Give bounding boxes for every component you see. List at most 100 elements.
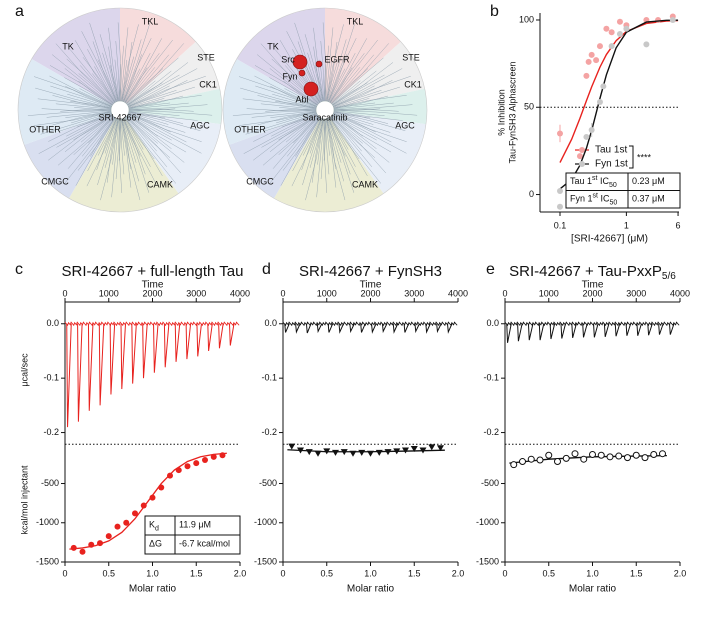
kinome-branch: [35, 87, 121, 111]
kinome-branch: [324, 57, 384, 111]
data-point: [583, 72, 590, 79]
kinome-branch: [257, 109, 326, 126]
text-part: 0.37 μM: [632, 194, 665, 204]
y-tick-label: -0.2: [483, 427, 499, 437]
kinase-hit: [315, 60, 323, 68]
injection-peak: [625, 323, 632, 336]
kinome-branch: [302, 109, 326, 186]
kinome-branch: [37, 98, 121, 111]
kinome-group-label: CK1: [404, 79, 422, 89]
kinome-branch: [119, 109, 177, 184]
kinome-branch: [40, 109, 121, 135]
kinome-branch: [324, 109, 399, 112]
kinome-branch: [275, 49, 326, 111]
kinome-branch: [270, 85, 326, 111]
kinome-branch: [119, 109, 186, 133]
data-point: [402, 447, 409, 454]
kinome-branch: [119, 109, 139, 182]
data-point: [340, 449, 348, 456]
kinase-hit: [298, 69, 306, 77]
text-part: Fyn 1: [570, 194, 593, 204]
kinome-sector: [236, 8, 325, 110]
x-tick-label: 1.0: [364, 568, 377, 578]
text-part: K: [149, 520, 155, 530]
kinome-branch: [52, 54, 121, 111]
legend-marker: [579, 161, 585, 167]
data-point: [519, 458, 526, 466]
data-point: [210, 453, 217, 460]
kinome-branch: [119, 109, 163, 176]
injection-peak: [560, 323, 566, 339]
x-tick-label: 0.1: [554, 220, 567, 230]
injection-peak: [174, 323, 181, 362]
x-tick-label: 3000: [186, 288, 206, 298]
injection-peak: [593, 323, 599, 338]
kinome-branch: [119, 109, 151, 167]
injection-peak: [447, 323, 453, 334]
kinome-branch: [324, 39, 347, 111]
kinome-branch: [238, 109, 326, 126]
text-part: -6.7 kcal/mol: [179, 539, 230, 549]
significance-bracket: [629, 145, 634, 169]
kinome-branch: [324, 104, 413, 111]
kinome-branch: [119, 67, 148, 111]
data-point: [393, 448, 401, 455]
kinome-branch: [275, 101, 326, 111]
text-part: 0.23 μM: [632, 176, 665, 186]
kinome-branch: [324, 109, 387, 174]
legend-label: Fyn 1st: [595, 159, 628, 170]
y-tick-label: -0.1: [483, 373, 499, 383]
x-tick-label: 0: [62, 288, 67, 298]
title-text: SRI-42667 + FynSH3: [299, 263, 442, 280]
data-point: [596, 43, 603, 50]
kinome-center: [315, 100, 335, 120]
kinome-branch: [119, 104, 208, 111]
kinome-branch: [119, 109, 169, 125]
data-point: [97, 540, 103, 547]
x-tick-label: 1.5: [630, 568, 643, 578]
legend-label: Tau 1st: [595, 145, 627, 156]
kinome-branch: [246, 108, 326, 111]
kinome-branch: [97, 109, 121, 156]
kinome-branch: [119, 68, 164, 111]
kinome-branch: [324, 109, 342, 163]
text-part: Tau 1: [570, 176, 592, 186]
kinome-branch: [302, 109, 326, 156]
kinome-branch: [324, 109, 391, 133]
data-point: [616, 30, 623, 37]
kinome-branch: [119, 45, 124, 111]
kinome-branch: [67, 93, 121, 111]
injection-peak: [196, 323, 202, 357]
kinome-branch: [119, 56, 135, 111]
kinome-branch: [119, 59, 128, 111]
data-point: [624, 454, 631, 462]
kinome-branch: [119, 109, 157, 152]
x-tick-label: 1000: [539, 288, 559, 298]
text-part: 50: [609, 182, 617, 189]
kinome-branch: [119, 109, 141, 157]
kinome-branch: [324, 45, 329, 111]
x-tick-label: 0.5: [542, 568, 555, 578]
data-point: [562, 454, 570, 462]
y-tick-label: -1500: [36, 556, 59, 566]
kinome-branch: [119, 75, 206, 111]
injection-peak: [153, 323, 159, 373]
data-point: [149, 494, 156, 501]
kinome-branch: [87, 109, 121, 172]
kinome-branch: [324, 68, 369, 111]
injection-peak: [636, 323, 642, 336]
kinome-branch: [324, 109, 376, 158]
data-point: [641, 454, 649, 462]
injection-peak: [614, 323, 621, 337]
kinome-branch: [324, 109, 390, 163]
kinome-branch: [119, 102, 189, 111]
y-axis-label: kcal/mol injectant: [19, 465, 29, 535]
kinome-branch: [70, 101, 121, 111]
injection-peak: [338, 323, 344, 334]
kinome-branch: [100, 109, 121, 201]
kinome-branch: [324, 27, 334, 111]
y-tick-label: -0.1: [261, 373, 277, 383]
injection-peak: [131, 323, 137, 384]
x-tick-label: 2000: [582, 288, 602, 298]
data-point: [175, 467, 182, 474]
